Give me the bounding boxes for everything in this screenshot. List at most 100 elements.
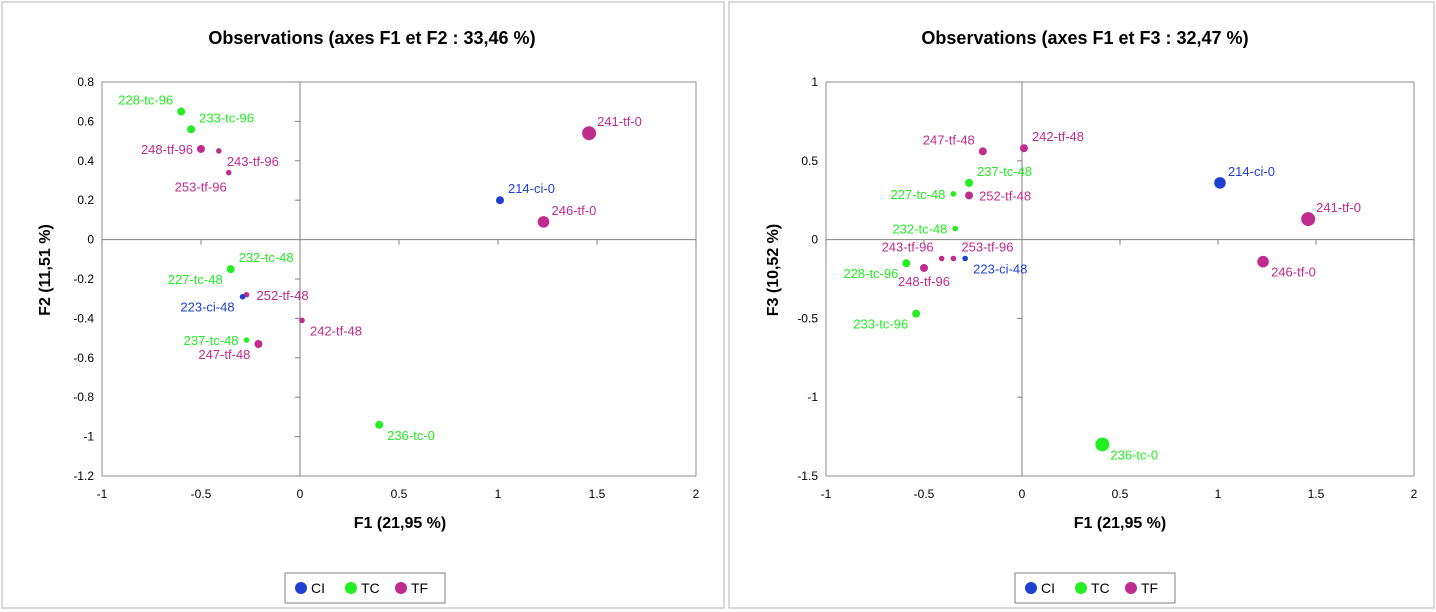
chart-2-point-242-tf-48 bbox=[1019, 144, 1028, 153]
chart-1-point-243-tf-96 bbox=[216, 148, 222, 154]
chart-1-point-label-214-ci-0: 214-ci-0 bbox=[508, 181, 555, 196]
chart-2-x-tick-label: -1 bbox=[821, 487, 832, 501]
chart-2-point-232-tc-48 bbox=[952, 225, 959, 232]
chart-2-y-tick-label: 0.5 bbox=[801, 154, 818, 168]
chart-1-x-tick-label: 1 bbox=[495, 487, 502, 501]
chart-2-y-tick-label: -1 bbox=[807, 390, 818, 404]
chart-2-point-label-227-tc-48: 227-tc-48 bbox=[890, 187, 945, 202]
chart-1-legend-marker-ci bbox=[295, 582, 307, 594]
chart-1-point-label-241-tf-0: 241-tf-0 bbox=[597, 114, 642, 129]
chart-2-point-label-252-tf-48: 252-tf-48 bbox=[979, 188, 1031, 203]
scatter-chart-f1-f2: Observations (axes F1 et F2 : 33,46 %) -1… bbox=[1, 1, 725, 609]
chart-1-y-tick-label: 0.2 bbox=[77, 193, 94, 207]
chart-2-point-label-247-tf-48: 247-tf-48 bbox=[923, 132, 975, 147]
chart-1-point-233-tc-96 bbox=[187, 125, 196, 134]
chart-2-point-label-246-tf-0: 246-tf-0 bbox=[1271, 265, 1316, 280]
chart-2-y-tick-label: -1.5 bbox=[797, 469, 818, 483]
chart-2-point-227-tc-48 bbox=[950, 191, 957, 197]
chart-2-point-label-214-ci-0: 214-ci-0 bbox=[1228, 164, 1275, 179]
chart-2-x-axis-label: F1 (21,95 %) bbox=[1074, 515, 1166, 532]
chart-2-point-label-233-tc-96: 233-tc-96 bbox=[853, 317, 908, 332]
chart-1-y-tick-label: -1 bbox=[83, 430, 94, 444]
chart-1-point-237-tc-48 bbox=[243, 337, 250, 343]
chart-2-point-label-236-tc-0: 236-tc-0 bbox=[1110, 447, 1158, 462]
chart-1-point-label-233-tc-96: 233-tc-96 bbox=[199, 110, 254, 125]
chart-2-y-tick-label: -0.5 bbox=[797, 311, 818, 325]
chart-1-point-label-237-tc-48: 237-tc-48 bbox=[184, 333, 239, 348]
scatter-chart-f1-f3: Observations (axes F1 et F3 : 32,47 %) -1… bbox=[728, 1, 1435, 609]
chart-2-legend-marker-ci bbox=[1025, 582, 1037, 594]
chart-1-legend: CI TC TF bbox=[284, 572, 446, 604]
chart-1-point-214-ci-0 bbox=[495, 196, 504, 205]
chart-1-point-241-tf-0 bbox=[582, 126, 597, 141]
chart-2-point-248-tf-96 bbox=[920, 263, 928, 272]
chart-1-y-tick-label: -0.8 bbox=[73, 390, 94, 404]
chart-2-point-237-tc-48 bbox=[965, 178, 974, 187]
chart-2-legend-marker-tf bbox=[1125, 582, 1137, 594]
chart-2-x-tick-label: 0.5 bbox=[1112, 487, 1129, 501]
chart-2-point-246-tf-0 bbox=[1257, 255, 1269, 268]
chart-1-point-label-228-tc-96: 228-tc-96 bbox=[118, 93, 173, 108]
chart-1-point-label-223-ci-48: 223-ci-48 bbox=[180, 300, 234, 315]
chart-1-legend-marker-tc bbox=[345, 582, 357, 594]
chart-1-x-tick-label: 1.5 bbox=[589, 487, 606, 501]
chart-2-frame bbox=[728, 1, 1435, 609]
chart-1-point-label-253-tf-96: 253-tf-96 bbox=[175, 180, 227, 195]
chart-1-point-228-tc-96 bbox=[177, 107, 186, 116]
chart-2-point-247-tf-48 bbox=[978, 147, 987, 156]
chart-1-point-label-252-tf-48: 252-tf-48 bbox=[257, 288, 309, 303]
chart-1-point-label-246-tf-0: 246-tf-0 bbox=[552, 203, 597, 218]
chart-1-x-tick-label: 0 bbox=[297, 487, 304, 501]
chart-2-x-tick-label: 1.5 bbox=[1308, 487, 1325, 501]
chart-2-point-233-tc-96 bbox=[912, 309, 921, 318]
chart-2-point-228-tc-96 bbox=[902, 259, 911, 268]
chart-2-plot-area bbox=[825, 81, 1415, 477]
chart-1-point-247-tf-48 bbox=[254, 340, 263, 349]
chart-2-title: Observations (axes F1 et F3 : 32,47 %) bbox=[921, 28, 1248, 48]
chart-2-point-214-ci-0 bbox=[1214, 177, 1226, 189]
chart-2-legend: CI TC TF bbox=[1014, 572, 1176, 604]
chart-2-y-tick-label: 1 bbox=[811, 75, 818, 89]
chart-2-point-label-248-tf-96: 248-tf-96 bbox=[898, 274, 950, 289]
chart-2-x-tick-label: 0 bbox=[1019, 487, 1026, 501]
chart-1-x-tick-label: 2 bbox=[693, 487, 700, 501]
chart-2-y-axis-label: F3 (10,52 %) bbox=[765, 224, 782, 316]
chart-2-x-tick-label: 2 bbox=[1411, 487, 1418, 501]
chart-1-point-253-tf-96 bbox=[225, 169, 232, 176]
chart-2-point-236-tc-0 bbox=[1095, 437, 1110, 452]
chart-1-title: Observations (axes F1 et F2 : 33,46 %) bbox=[208, 28, 535, 48]
chart-2-point-label-241-tf-0: 241-tf-0 bbox=[1316, 200, 1361, 215]
chart-1-y-axis-label: F2 (11,51 %) bbox=[37, 224, 54, 316]
chart-1-point-label-227-tc-48: 227-tc-48 bbox=[168, 272, 223, 287]
chart-1-legend-label-tf: TF bbox=[411, 580, 428, 596]
chart-2-point-label-223-ci-48: 223-ci-48 bbox=[973, 262, 1027, 277]
chart-2-point-label-237-tc-48: 237-tc-48 bbox=[977, 164, 1032, 179]
chart-1-legend-label-tc: TC bbox=[361, 580, 380, 596]
chart-1-y-tick-label: -0.4 bbox=[73, 311, 94, 325]
chart-1-x-tick-label: -0.5 bbox=[191, 487, 212, 501]
chart-1-y-tick-label: 0.8 bbox=[77, 75, 94, 89]
chart-1-frame bbox=[1, 1, 725, 609]
chart-2-point-252-tf-48 bbox=[965, 191, 974, 200]
chart-2-point-label-253-tf-96: 253-tf-96 bbox=[961, 240, 1013, 255]
chart-2-legend-label-tc: TC bbox=[1091, 580, 1110, 596]
chart-1-point-label-243-tf-96: 243-tf-96 bbox=[227, 154, 279, 169]
chart-1-legend-label-ci: CI bbox=[311, 580, 325, 596]
chart-2-x-tick-label: -0.5 bbox=[914, 487, 935, 501]
chart-1-y-tick-label: -1.2 bbox=[73, 469, 94, 483]
chart-2-legend-label-ci: CI bbox=[1041, 580, 1055, 596]
chart-2-point-241-tf-0 bbox=[1301, 212, 1316, 227]
chart-1-legend-marker-tf bbox=[395, 582, 407, 594]
chart-1-point-227-tc-48 bbox=[227, 266, 234, 272]
chart-1-point-236-tc-0 bbox=[375, 420, 384, 429]
chart-1-y-tick-label: 0.6 bbox=[77, 114, 94, 128]
chart-2-point-label-242-tf-48: 242-tf-48 bbox=[1032, 129, 1084, 144]
chart-1-x-tick-label: -1 bbox=[97, 487, 108, 501]
chart-1-plot-area bbox=[101, 81, 697, 477]
chart-1-x-tick-label: 0.5 bbox=[391, 487, 408, 501]
chart-2-y-tick-label: 0 bbox=[811, 233, 818, 247]
chart-1-point-label-247-tf-48: 247-tf-48 bbox=[198, 347, 250, 362]
chart-1-y-tick-label: 0.4 bbox=[77, 154, 94, 168]
chart-2-x-tick-label: 1 bbox=[1215, 487, 1222, 501]
